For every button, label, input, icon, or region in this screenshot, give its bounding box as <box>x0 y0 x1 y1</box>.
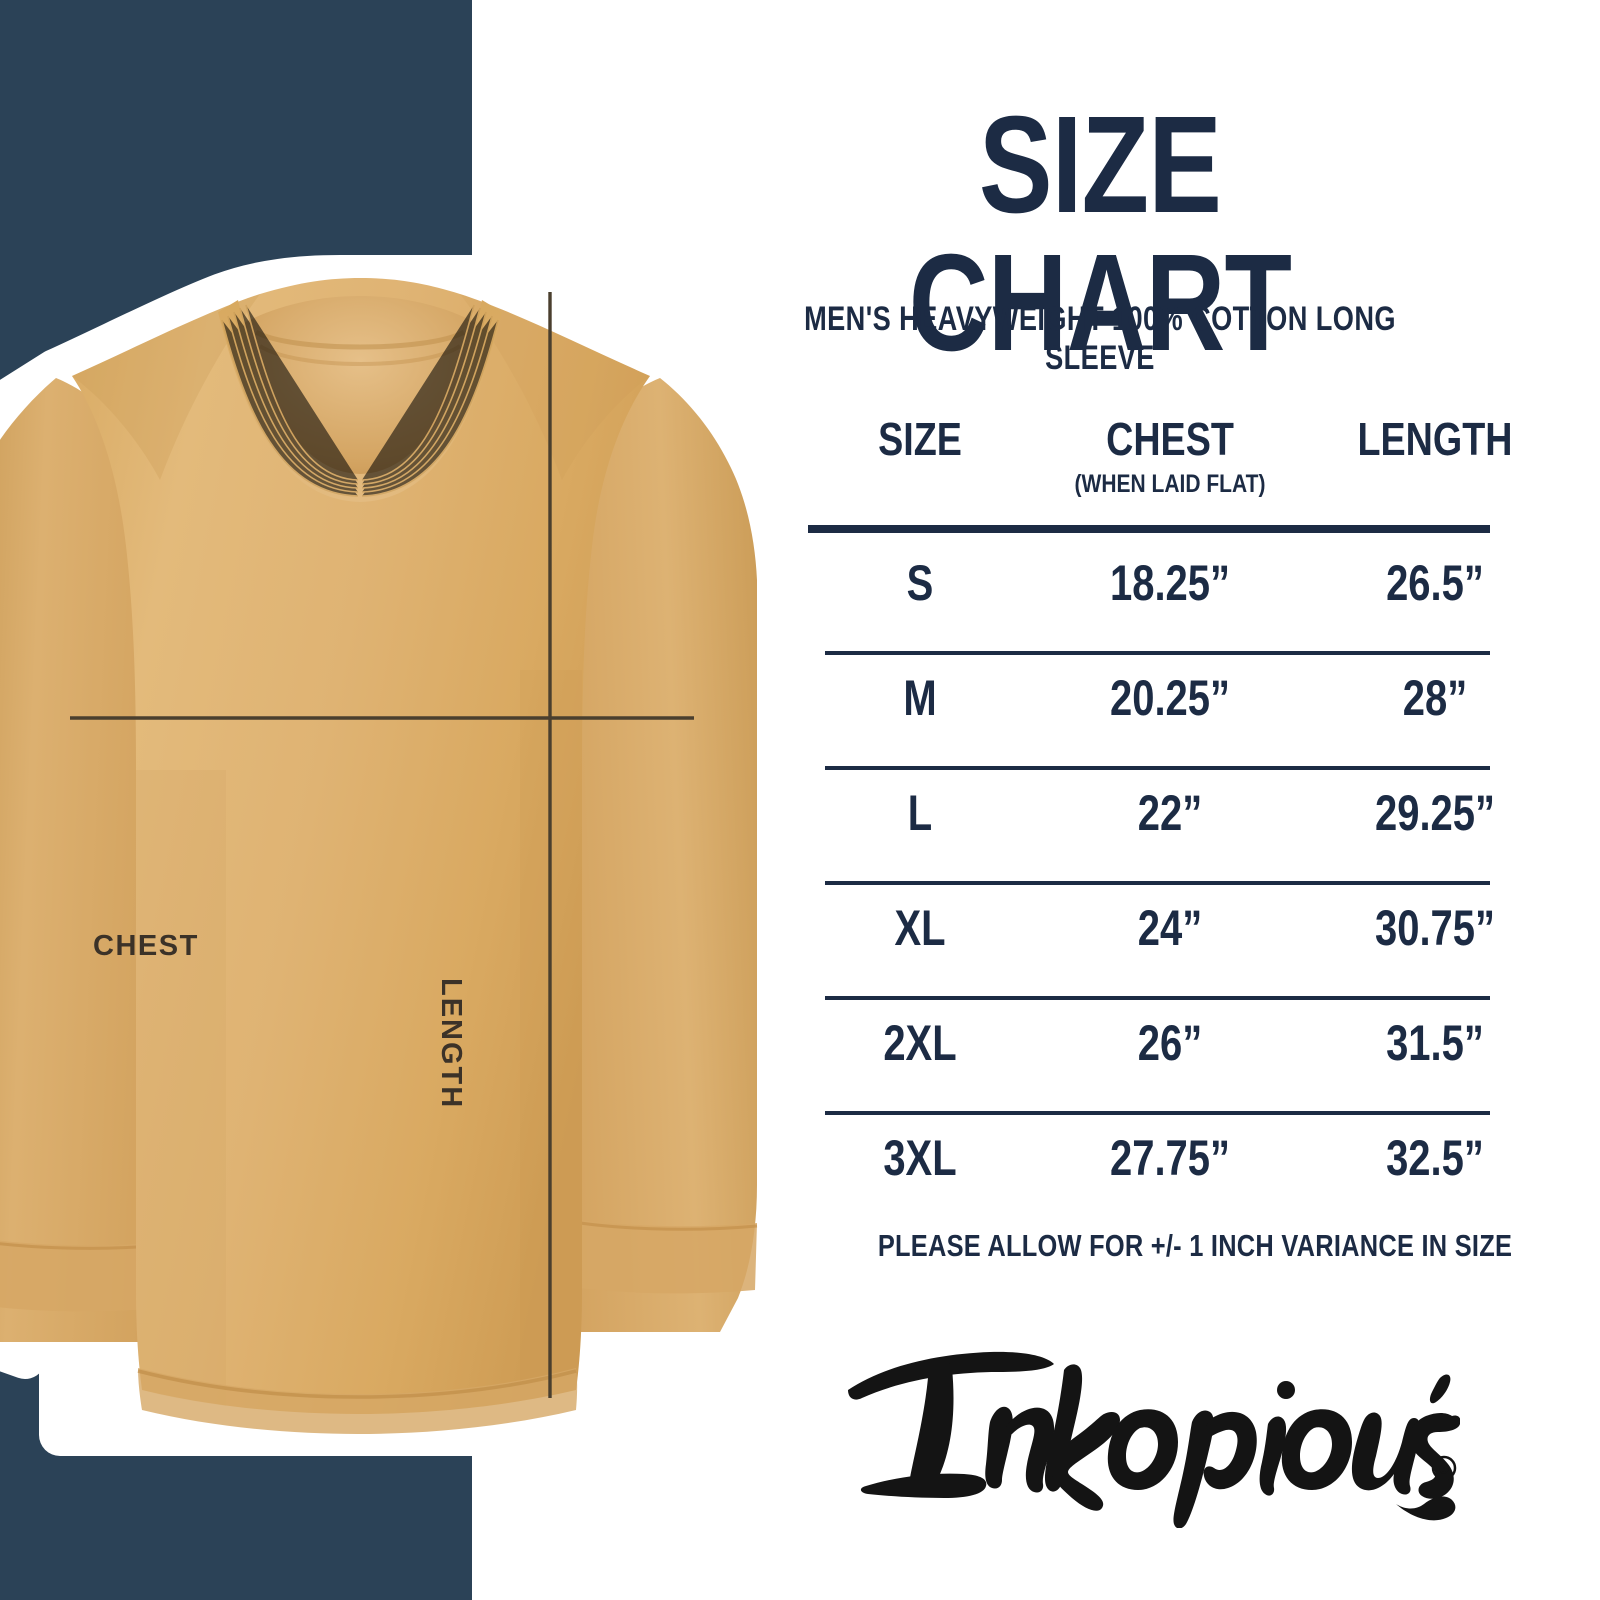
cell-chest: 22” <box>1137 785 1203 841</box>
brand-logo: ® <box>840 1318 1460 1528</box>
table-row: XL 24” 30.75” <box>800 885 1590 1000</box>
cell-chest: 26” <box>1137 1015 1203 1071</box>
row-divider <box>825 1111 1490 1115</box>
cell-size: L <box>907 785 933 841</box>
cell-size: S <box>906 555 934 611</box>
chest-subnote: (WHEN LAID FLAT) <box>1074 470 1266 498</box>
shirt-right-sleeve <box>546 378 757 1332</box>
cell-chest: 27.75” <box>1109 1130 1231 1186</box>
chest-measure-label: CHEST <box>93 930 199 962</box>
registered-trademark-mark: ® <box>1431 1455 1457 1481</box>
column-header-length: LENGTH <box>1357 413 1513 465</box>
column-header-chest: CHEST <box>1106 413 1234 465</box>
page-title: SIZE CHART <box>908 88 1292 380</box>
table-row: S 18.25” 26.5” <box>800 540 1590 655</box>
shirt-left-sleeve <box>0 378 172 1342</box>
cell-chest: 18.25” <box>1109 555 1231 611</box>
table-row: 2XL 26” 31.5” <box>800 1000 1590 1115</box>
collar-rib-texture <box>221 304 499 497</box>
cell-size: XL <box>894 900 946 956</box>
table-row: 3XL 27.75” 32.5” <box>800 1115 1590 1230</box>
cell-chest: 24” <box>1137 900 1203 956</box>
row-divider <box>825 766 1490 770</box>
table-row: M 20.25” 28” <box>800 655 1590 770</box>
row-divider <box>825 881 1490 885</box>
cell-length: 29.25” <box>1374 785 1496 841</box>
shirt-left-cuff <box>0 1240 165 1312</box>
shirt-body <box>72 278 650 1414</box>
chart-content-column: SIZE CHART MEN'S HEAVYWEIGHT 100% COTTON… <box>700 0 1600 1600</box>
registered-symbol: ® <box>1439 1463 1450 1478</box>
length-measure-label: LENGTH <box>435 978 467 1110</box>
header-rule <box>808 525 1490 533</box>
table-row: L 22” 29.25” <box>800 770 1590 885</box>
cell-size: 3XL <box>883 1130 957 1186</box>
cell-length: 26.5” <box>1386 555 1484 611</box>
variance-note: PLEASE ALLOW FOR +/- 1 INCH VARIANCE IN … <box>877 1228 1513 1263</box>
row-divider <box>825 651 1490 655</box>
row-divider <box>825 996 1490 1000</box>
table-body: S 18.25” 26.5” M 20.25” 28” L 22” 29.25” <box>800 540 1590 1230</box>
cell-size: M <box>903 670 937 726</box>
shirt-right-cuff <box>550 1215 757 1294</box>
garment-illustration: CHEST LENGTH <box>0 250 760 1470</box>
table-header-row: SIZE CHEST LENGTH (WHEN LAID FLAT) <box>800 412 1590 533</box>
cell-size: 2XL <box>883 1015 957 1071</box>
cell-length: 31.5” <box>1386 1015 1484 1071</box>
shirt-hem <box>138 1368 578 1434</box>
column-header-size: SIZE <box>878 413 962 465</box>
cell-length: 30.75” <box>1374 900 1496 956</box>
inkopious-wordmark <box>848 1351 1460 1528</box>
cell-length: 32.5” <box>1386 1130 1484 1186</box>
size-table: SIZE CHEST LENGTH (WHEN LAID FLAT) S 18.… <box>800 412 1590 1186</box>
cell-chest: 20.25” <box>1109 670 1231 726</box>
cell-length: 28” <box>1402 670 1468 726</box>
page-subtitle: MEN'S HEAVYWEIGHT 100% COTTON LONG SLEEV… <box>804 300 1396 377</box>
